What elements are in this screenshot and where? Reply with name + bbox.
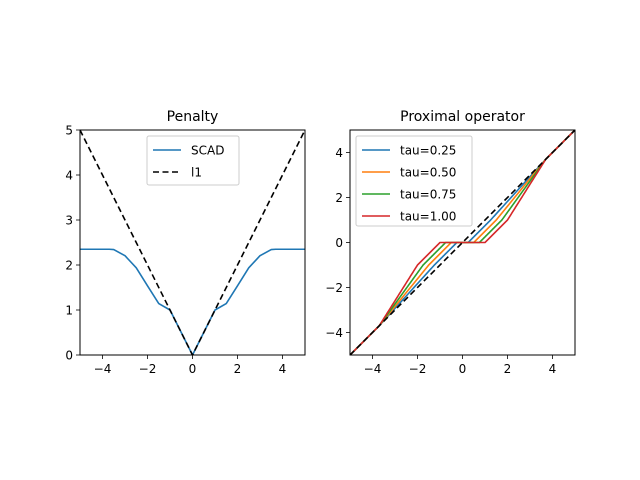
proximal-series-layer (350, 130, 575, 355)
x-tick-label: −2 (139, 362, 157, 376)
x-tick-label: −4 (94, 362, 112, 376)
y-tick-label: 1 (65, 304, 73, 318)
penalty-legend-box (146, 135, 240, 186)
y-tick-label: 0 (65, 349, 73, 363)
legend-label-l1: l1 (191, 166, 202, 180)
legend-label-tau-0-75: tau=0.75 (400, 188, 456, 202)
series-line-identity-reference (350, 130, 575, 355)
y-tick-label: 4 (335, 146, 343, 160)
x-tick-label: −4 (364, 362, 382, 376)
y-tick-label: −2 (325, 281, 343, 295)
proximal-legend-box (355, 135, 473, 227)
x-tick-label: 2 (234, 362, 242, 376)
x-tick-label: 4 (279, 362, 287, 376)
x-tick-label: 2 (504, 362, 512, 376)
legend-label-tau-0-50: tau=0.50 (400, 166, 456, 180)
y-tick-label: 0 (335, 236, 343, 250)
y-tick-label: −4 (325, 326, 343, 340)
series-line-scad (80, 248, 305, 355)
series-line-tau-1-00 (350, 130, 575, 355)
proximal-legend: tau=0.25 tau=0.50 tau=0.75 tau=1.00 (355, 135, 473, 227)
penalty-title: Penalty (167, 109, 219, 125)
x-tick-label: 0 (189, 362, 197, 376)
penalty-legend: SCAD l1 (146, 135, 240, 186)
legend-label-scad: SCAD (191, 144, 224, 158)
proximal-title: Proximal operator (400, 109, 525, 125)
y-tick-label: 5 (65, 124, 73, 138)
penalty-series-layer (80, 130, 305, 355)
penalty-axes: Penalty −4 −2 0 2 4 0 1 2 3 4 5 SCAD l1 (65, 109, 306, 377)
y-tick-label: 2 (65, 259, 73, 273)
proximal-ticks: −4 −2 0 2 4 −4 −2 0 2 4 (325, 146, 556, 376)
x-tick-label: −2 (409, 362, 427, 376)
legend-label-tau-1-00: tau=1.00 (400, 210, 456, 224)
y-tick-label: 3 (65, 214, 73, 228)
legend-label-tau-0-25: tau=0.25 (400, 144, 456, 158)
x-tick-label: 0 (459, 362, 467, 376)
y-tick-label: 2 (335, 191, 343, 205)
penalty-ticks: −4 −2 0 2 4 0 1 2 3 4 5 (65, 124, 286, 377)
x-tick-label: 4 (549, 362, 557, 376)
proximal-axes: Proximal operator −4 −2 0 2 4 −4 −2 0 2 4 tau=0.2… (325, 109, 576, 376)
y-tick-label: 4 (65, 169, 73, 183)
series-line-l1 (80, 130, 305, 355)
